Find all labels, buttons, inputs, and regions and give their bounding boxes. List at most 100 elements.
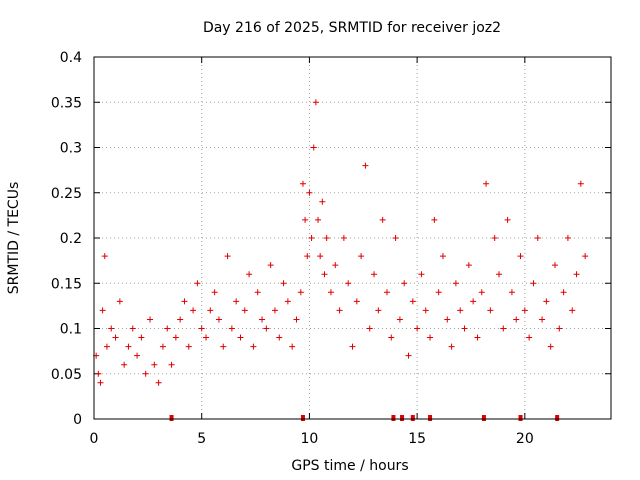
data-point — [304, 253, 311, 260]
data-point — [297, 289, 304, 296]
x-tick-labels: 0 5 10 15 20 — [90, 431, 534, 447]
data-point — [250, 343, 257, 350]
data-point — [379, 216, 386, 223]
data-point — [101, 253, 108, 260]
data-point — [547, 343, 554, 350]
data-point — [317, 253, 324, 260]
bottom-marker — [481, 415, 486, 421]
data-point — [564, 235, 571, 241]
scatter-points — [93, 99, 589, 386]
bottom-marker — [555, 415, 560, 421]
data-point — [164, 325, 171, 332]
data-point — [112, 334, 119, 341]
data-point — [138, 334, 145, 341]
y-tick-label: 0.3 — [60, 141, 82, 157]
data-point — [254, 289, 261, 296]
data-point — [405, 352, 412, 359]
data-point — [233, 298, 240, 305]
data-point — [371, 271, 378, 278]
data-point — [190, 307, 197, 314]
data-point — [267, 262, 274, 269]
y-tick-label: 0.2 — [60, 231, 82, 247]
plot-frame — [93, 56, 612, 420]
data-point — [259, 316, 266, 323]
bottom-marker — [410, 415, 415, 421]
data-point — [375, 307, 382, 314]
data-point — [444, 316, 451, 323]
data-point — [418, 271, 425, 278]
data-point — [203, 334, 210, 341]
data-point — [457, 307, 464, 314]
data-point — [99, 307, 106, 314]
data-point — [513, 316, 520, 323]
data-point — [237, 334, 244, 341]
data-point — [461, 325, 468, 332]
data-point — [315, 216, 322, 223]
y-tick-label: 0.35 — [51, 95, 82, 111]
data-point — [306, 189, 313, 196]
x-tick-label: 0 — [90, 431, 99, 447]
data-point — [388, 334, 395, 341]
x-axis-label: GPS time / hours — [291, 458, 408, 474]
data-point — [358, 253, 365, 260]
data-point — [543, 298, 550, 305]
data-point — [431, 216, 438, 223]
data-point — [211, 289, 218, 296]
data-point — [134, 352, 141, 359]
data-point — [276, 334, 283, 341]
chart-title: Day 216 of 2025, SRMTID for receiver joz… — [203, 20, 501, 36]
data-point — [129, 325, 136, 332]
bottom-marker — [391, 415, 396, 421]
data-point — [147, 316, 154, 323]
data-point — [308, 235, 315, 241]
bottom-marker — [518, 415, 523, 421]
data-point — [556, 325, 563, 332]
data-point — [181, 298, 188, 305]
data-point — [207, 307, 214, 314]
data-point — [121, 361, 128, 368]
data-point — [299, 180, 306, 187]
data-point — [228, 325, 235, 332]
y-tick-label: 0 — [73, 412, 82, 428]
data-point — [310, 144, 317, 151]
data-point — [577, 180, 584, 187]
data-point — [478, 289, 485, 296]
data-point — [383, 289, 390, 296]
data-point — [573, 271, 580, 278]
bottom-marker — [400, 415, 405, 421]
data-point — [353, 298, 360, 305]
data-point — [103, 343, 110, 350]
y-tick-label: 0.25 — [51, 186, 82, 202]
data-point — [323, 235, 330, 241]
data-point — [246, 271, 253, 278]
data-point — [539, 316, 546, 323]
data-point — [392, 235, 399, 241]
data-point — [362, 162, 369, 169]
data-point — [439, 253, 446, 260]
data-point — [448, 343, 455, 350]
data-point — [521, 307, 528, 314]
data-point — [142, 370, 149, 377]
x-tick-label: 20 — [516, 431, 534, 447]
data-point — [332, 262, 339, 269]
data-point — [560, 289, 567, 296]
data-point — [414, 325, 421, 332]
data-point — [284, 298, 291, 305]
data-point — [452, 280, 459, 287]
data-point — [396, 316, 403, 323]
x-tick-label: 5 — [197, 431, 206, 447]
data-point — [159, 343, 166, 350]
data-point — [125, 343, 132, 350]
data-point — [327, 289, 334, 296]
data-point — [336, 307, 343, 314]
data-point — [551, 262, 558, 269]
data-point — [504, 216, 511, 223]
data-point — [116, 298, 123, 305]
data-point — [517, 253, 524, 260]
data-point — [302, 216, 309, 223]
data-point — [97, 379, 104, 386]
data-point — [345, 280, 352, 287]
data-point — [483, 180, 490, 187]
